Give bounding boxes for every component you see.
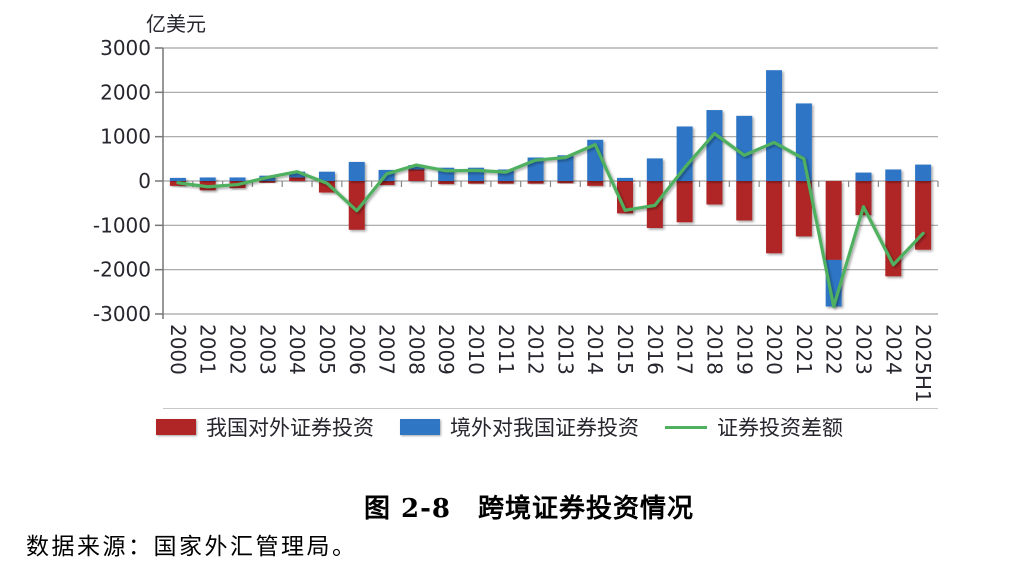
bar-outward-2023 — [855, 181, 872, 216]
bar-outward-2004 — [289, 177, 306, 181]
bar-outward-2009 — [438, 181, 455, 185]
bar-outward-2006 — [348, 181, 365, 230]
bar-inward-2025H1 — [915, 164, 932, 181]
bar-outward-2014 — [587, 181, 604, 186]
bar-outward-2010 — [467, 181, 484, 184]
bar-inward-2020 — [766, 70, 783, 181]
bar-inward-2019 — [736, 115, 753, 181]
y-axis-label: -2000 — [93, 258, 151, 282]
y-axis-label: -3000 — [93, 302, 151, 326]
x-axis-label-2011: 2011 — [494, 324, 518, 375]
bar-inward-2001 — [199, 177, 216, 181]
x-axis-label-2002: 2002 — [226, 324, 250, 375]
y-axis-label: 1000 — [100, 125, 151, 149]
bar-outward-2024 — [885, 181, 902, 277]
bar-inward-2002 — [229, 177, 246, 181]
bar-outward-2013 — [557, 181, 574, 184]
data-source: 数据来源：国家外汇管理局。 — [26, 534, 358, 560]
bar-inward-2013 — [557, 155, 574, 181]
x-axis-label-2023: 2023 — [851, 324, 875, 375]
legend-swatch-line-2 — [665, 425, 707, 429]
x-axis-label-2024: 2024 — [881, 324, 905, 375]
bar-outward-2007 — [378, 181, 395, 185]
x-axis-label-2022: 2022 — [822, 324, 846, 375]
legend-label-0: 我国对外证券投资 — [206, 416, 374, 440]
legend-swatch-bar-0 — [156, 419, 196, 435]
x-axis-label-2015: 2015 — [613, 324, 637, 375]
bar-inward-2006 — [348, 161, 365, 181]
figure-caption: 图 2-8 跨境证券投资情况 — [363, 494, 695, 524]
x-axis-label-2004: 2004 — [285, 324, 309, 375]
bar-outward-2025H1 — [915, 181, 932, 250]
x-axis-label-2020: 2020 — [762, 324, 786, 375]
bar-inward-2021 — [795, 103, 812, 181]
chart-legend: 我国对外证券投资 境外对我国证券投资 证券投资差额 — [156, 412, 896, 442]
bar-outward-2005 — [318, 181, 335, 193]
bar-outward-2008 — [408, 169, 425, 181]
x-axis-label-2017: 2017 — [673, 324, 697, 375]
x-axis-label-2018: 2018 — [702, 324, 726, 375]
bar-inward-2017 — [676, 126, 693, 181]
legend-label-2: 证券投资差额 — [717, 416, 843, 440]
x-axis-label-2006: 2006 — [345, 324, 369, 375]
legend-item-0: 我国对外证券投资 — [156, 412, 374, 442]
bar-inward-2011 — [497, 169, 514, 181]
x-axis-label-2003: 2003 — [255, 324, 279, 375]
bar-inward-2018 — [706, 110, 723, 181]
bar-inward-2004 — [289, 171, 306, 178]
x-axis-label-2005: 2005 — [315, 324, 339, 375]
balance-line — [176, 131, 925, 309]
bar-outward-2022 — [825, 181, 842, 260]
x-axis-label-2012: 2012 — [524, 324, 548, 375]
x-axis-label-2008: 2008 — [404, 324, 428, 375]
x-axis-label-2021: 2021 — [792, 324, 816, 375]
bar-outward-2017 — [676, 181, 693, 223]
y-axis-label: 2000 — [100, 80, 151, 104]
bar-inward-2000 — [169, 177, 186, 181]
bar-inward-2015 — [617, 177, 634, 181]
bar-outward-2021 — [795, 181, 812, 237]
bar-inward-2005 — [318, 171, 335, 181]
x-axis-label-2016: 2016 — [643, 324, 667, 375]
bar-outward-2003 — [259, 181, 276, 183]
y-axis-unit-label: 亿美元 — [146, 12, 206, 36]
x-axis-label-2000: 2000 — [166, 324, 190, 375]
x-axis-label-2013: 2013 — [553, 324, 577, 375]
bar-outward-2020 — [766, 181, 783, 254]
bar-inward-2023 — [855, 172, 872, 181]
y-axis-label: 0 — [138, 169, 151, 193]
x-axis-label-2007: 2007 — [375, 324, 399, 375]
bar-outward-2018 — [706, 181, 723, 205]
x-axis-label-2025H1: 2025H1 — [911, 324, 935, 403]
legend-item-1: 境外对我国证券投资 — [400, 412, 639, 442]
bar-outward-2011 — [497, 181, 514, 184]
x-axis-label-2014: 2014 — [583, 324, 607, 375]
legend-swatch-bar-1 — [400, 419, 440, 435]
bar-outward-2019 — [736, 181, 753, 221]
legend-label-1: 境外对我国证券投资 — [450, 416, 639, 440]
bar-inward-2024 — [885, 169, 902, 181]
bar-inward-2008 — [408, 165, 425, 170]
bar-inward-2016 — [646, 158, 663, 181]
y-axis-label: 3000 — [100, 36, 151, 60]
x-axis-label-2010: 2010 — [464, 324, 488, 375]
x-axis-label-2019: 2019 — [732, 324, 756, 375]
x-axis-label-2001: 2001 — [196, 324, 220, 375]
legend-item-2: 证券投资差额 — [665, 412, 843, 442]
bar-outward-2012 — [527, 181, 544, 184]
y-axis-label: -1000 — [93, 213, 151, 237]
x-axis-label-2009: 2009 — [434, 324, 458, 375]
